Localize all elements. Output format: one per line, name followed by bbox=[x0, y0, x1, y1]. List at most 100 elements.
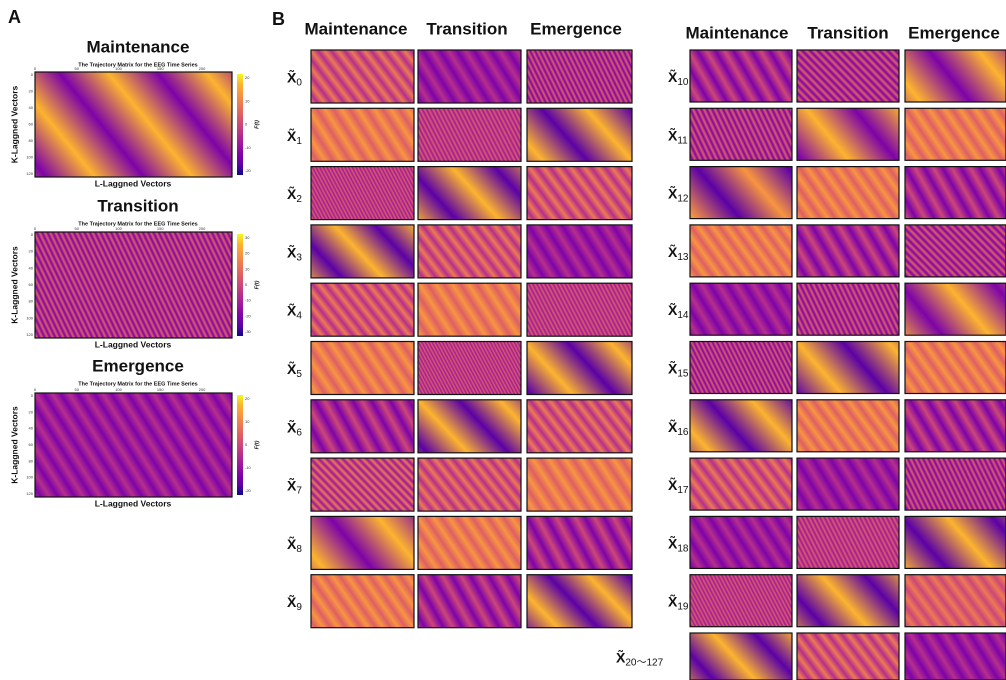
component-matrix bbox=[418, 342, 521, 395]
y-tick-label: 40 bbox=[29, 265, 34, 270]
row-label: X̃4 bbox=[287, 302, 302, 322]
figure: A B MaintenanceThe Trajectory Matrix for… bbox=[0, 0, 1006, 680]
component-matrix bbox=[690, 225, 792, 277]
y-tick-label: 40 bbox=[29, 105, 34, 110]
component-matrix bbox=[905, 283, 1006, 335]
component-matrix bbox=[690, 283, 792, 335]
trajectory-matrix bbox=[35, 393, 232, 497]
y-tick-label: 60 bbox=[29, 282, 34, 287]
y-tick-label: 40 bbox=[29, 426, 34, 431]
component-matrix bbox=[905, 108, 1006, 160]
colorbar-label: F(t) bbox=[254, 120, 260, 129]
row-index: 14 bbox=[677, 310, 689, 321]
colorbar-tick-label: 20 bbox=[245, 75, 250, 80]
component-matrix bbox=[690, 167, 792, 219]
component-matrix bbox=[690, 400, 792, 452]
component-matrix bbox=[690, 633, 792, 680]
y-axis-label: K-Laggned Vectors bbox=[9, 86, 19, 164]
subplot-subtitle: The Trajectory Matrix for the EEG Time S… bbox=[78, 62, 197, 68]
colorbar bbox=[237, 234, 243, 336]
component-matrix bbox=[311, 575, 414, 628]
colorbar-tick-label: 20 bbox=[245, 251, 250, 256]
component-matrix bbox=[797, 633, 899, 680]
column-header: Maintenance bbox=[686, 23, 789, 42]
x-tick-label: 50 bbox=[75, 66, 80, 71]
component-matrix bbox=[311, 283, 414, 336]
colorbar-tick-label: 10 bbox=[245, 98, 250, 103]
component-matrix bbox=[527, 167, 632, 220]
y-tick-label: 80 bbox=[29, 138, 34, 143]
row-index: 13 bbox=[677, 252, 689, 263]
component-matrix bbox=[418, 108, 521, 161]
colorbar-tick-label: -10 bbox=[245, 298, 252, 303]
row-label: X̃20～127 bbox=[616, 648, 664, 668]
row-label: X̃14 bbox=[668, 301, 689, 321]
row-index: 5 bbox=[296, 369, 302, 380]
component-matrix bbox=[690, 458, 792, 510]
row-index: 8 bbox=[296, 544, 302, 555]
component-matrix bbox=[690, 516, 792, 568]
component-matrix bbox=[527, 225, 632, 278]
component-matrix bbox=[418, 400, 521, 453]
component-matrix bbox=[311, 50, 414, 103]
y-tick-label: 60 bbox=[29, 442, 34, 447]
component-matrix bbox=[311, 167, 414, 220]
y-tick-label: 60 bbox=[29, 122, 34, 127]
component-matrix bbox=[905, 516, 1006, 568]
x-axis-label: L-Laggned Vectors bbox=[95, 178, 172, 188]
row-index: 4 bbox=[296, 310, 302, 321]
component-matrix bbox=[797, 50, 899, 102]
column-header: Maintenance bbox=[305, 19, 408, 38]
y-tick-label: 100 bbox=[26, 155, 33, 160]
component-matrix bbox=[311, 225, 414, 278]
x-tick-label: 100 bbox=[115, 66, 122, 71]
row-index: 11 bbox=[677, 135, 688, 146]
colorbar-label: F(t) bbox=[254, 280, 260, 289]
component-matrix bbox=[527, 575, 632, 628]
colorbar-tick-label: -10 bbox=[245, 145, 252, 150]
colorbar-tick-label: -20 bbox=[245, 313, 252, 318]
y-tick-label: 0 bbox=[31, 72, 34, 77]
subplot-subtitle: The Trajectory Matrix for the EEG Time S… bbox=[78, 221, 197, 227]
trajectory-matrix bbox=[35, 72, 232, 177]
y-tick-label: 20 bbox=[29, 249, 34, 254]
row-index: 19 bbox=[677, 601, 689, 612]
component-matrix bbox=[527, 458, 632, 511]
row-index: 3 bbox=[296, 252, 302, 263]
column-header: Transition bbox=[426, 19, 507, 38]
component-matrix bbox=[311, 458, 414, 511]
row-label: X̃6 bbox=[287, 418, 302, 438]
component-matrix bbox=[690, 342, 792, 394]
subplot-title: Maintenance bbox=[87, 37, 190, 56]
x-tick-label: 100 bbox=[115, 226, 122, 231]
component-matrix bbox=[311, 516, 414, 569]
x-axis-label: L-Laggned Vectors bbox=[95, 339, 172, 349]
component-matrix bbox=[418, 458, 521, 511]
row-index: 1 bbox=[296, 135, 302, 146]
y-tick-label: 120 bbox=[26, 491, 33, 496]
x-tick-label: 200 bbox=[199, 387, 206, 392]
component-matrix bbox=[690, 575, 792, 627]
component-matrix bbox=[905, 458, 1006, 510]
row-label: X̃0 bbox=[287, 68, 302, 88]
column-header: Transition bbox=[807, 23, 888, 42]
colorbar-label: F(t) bbox=[254, 440, 260, 449]
component-matrix bbox=[797, 225, 899, 277]
colorbar bbox=[237, 74, 243, 175]
column-header: Emergence bbox=[530, 19, 622, 38]
component-matrix bbox=[418, 516, 521, 569]
row-index: 16 bbox=[677, 426, 689, 437]
subplot-title: Emergence bbox=[92, 356, 184, 375]
x-axis-label: L-Laggned Vectors bbox=[95, 498, 172, 508]
x-tick-label: 150 bbox=[157, 226, 164, 231]
component-matrix bbox=[311, 108, 414, 161]
component-matrix bbox=[527, 516, 632, 569]
colorbar bbox=[237, 395, 243, 495]
component-matrix bbox=[690, 108, 792, 160]
y-tick-label: 80 bbox=[29, 299, 34, 304]
x-tick-label: 200 bbox=[199, 226, 206, 231]
component-matrix bbox=[905, 400, 1006, 452]
component-matrix bbox=[527, 400, 632, 453]
row-label: X̃13 bbox=[668, 243, 689, 263]
y-tick-label: 80 bbox=[29, 458, 34, 463]
